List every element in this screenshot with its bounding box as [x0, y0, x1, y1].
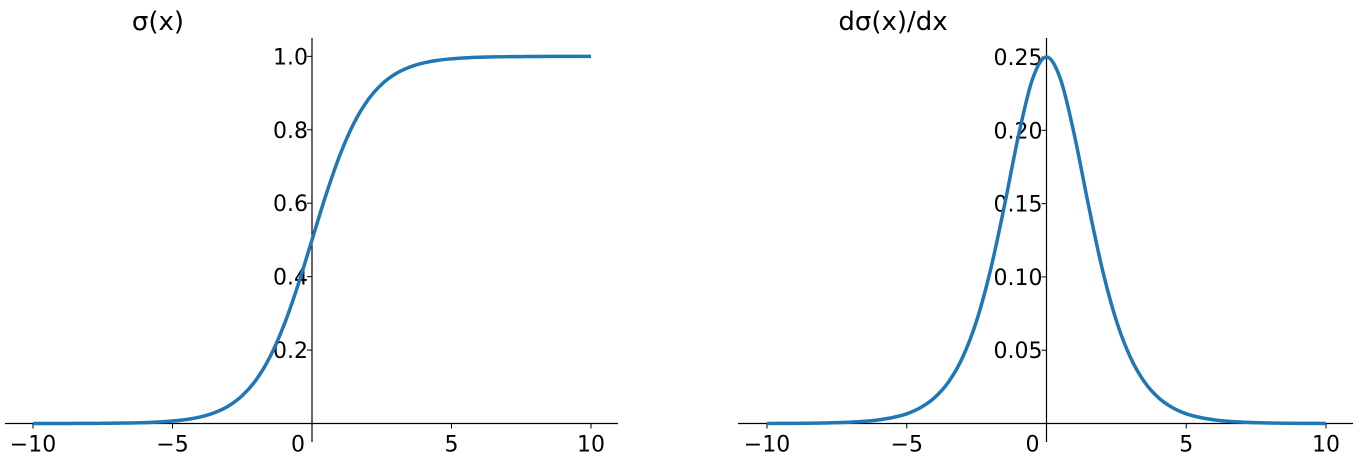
- x-tick-label: −5: [891, 433, 923, 458]
- y-tick-label: 0.25: [994, 46, 1043, 71]
- y-tick-label: 0.6: [273, 192, 308, 217]
- x-tick-label: 10: [577, 433, 605, 458]
- y-tick-label: 0.2: [273, 339, 308, 364]
- chart-title: σ(x): [132, 7, 184, 37]
- x-tick-label: −10: [744, 433, 790, 458]
- x-tick-label: 5: [445, 433, 459, 458]
- y-tick-label: 0.8: [273, 119, 308, 144]
- sigmoid-chart: σ(x) −10 −5 0 5 100.20.40.60.81.0: [5, 7, 618, 458]
- x-tick-label: 0: [291, 433, 305, 458]
- y-tick-label: 0.10: [994, 266, 1043, 291]
- y-tick-label: 0.15: [994, 193, 1043, 218]
- sigmoid-derivative-chart: dσ(x)/dx −10 −5 0 5 100.050.100.150.200.25: [738, 7, 1353, 458]
- y-tick-label: 0.05: [994, 339, 1043, 364]
- x-tick-label: −10: [10, 433, 56, 458]
- series-line: [766, 55, 1327, 426]
- series-line: [32, 54, 592, 426]
- x-tick-label: 5: [1179, 433, 1193, 458]
- chart-title: dσ(x)/dx: [838, 7, 947, 37]
- x-tick-label: 10: [1312, 433, 1340, 458]
- y-tick-label: 1.0: [273, 45, 308, 70]
- x-tick-label: −5: [156, 433, 188, 458]
- x-tick-label: 0: [1026, 433, 1040, 458]
